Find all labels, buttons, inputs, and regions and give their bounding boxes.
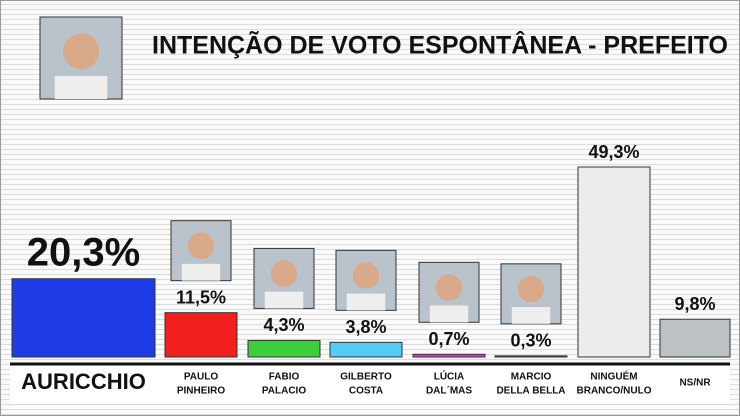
bar (494, 355, 568, 358)
x-tick-label: PINHEIRO (177, 386, 226, 397)
bar (164, 312, 238, 358)
value-label: 0,3% (510, 331, 551, 351)
x-tick-label: NINGUÉM (590, 370, 637, 383)
bar (577, 166, 651, 358)
bar (11, 278, 156, 358)
x-tick-label: DELLA BELLA (496, 386, 565, 397)
x-tick-label: MARCIO (511, 372, 552, 383)
x-tick-label: PAULO (184, 372, 218, 383)
x-tick-label: LÚCIA (434, 370, 465, 383)
photo-head (62, 33, 100, 70)
photo-head (270, 260, 298, 287)
photo-body (511, 307, 551, 324)
x-tick-label: BRANCO/NULO (577, 386, 652, 397)
photo-head (187, 232, 215, 260)
photo-body (181, 263, 221, 281)
value-label: 20,3% (27, 230, 140, 274)
value-label: 11,5% (176, 287, 226, 307)
chart-title: INTENÇÃO DE VOTO ESPONTÂNEA - PREFEITO (152, 30, 728, 60)
photo-head (435, 274, 463, 301)
value-label: 0,7% (428, 329, 469, 349)
x-tick-label: GILBERTO (340, 372, 392, 383)
bar (412, 353, 486, 358)
bar (659, 318, 731, 358)
x-tick-label: AURICCHIO (21, 369, 146, 394)
x-tick-label: PALACIO (262, 386, 306, 397)
x-tick-label: COSTA (349, 386, 383, 397)
value-label: 4,3% (263, 315, 304, 335)
photo-body (429, 305, 469, 323)
label-band (10, 364, 730, 404)
bar (247, 339, 321, 358)
x-tick-label: DAL´MAS (426, 386, 472, 397)
photo-body (346, 293, 386, 311)
x-tick-label: NS/NR (679, 378, 711, 389)
photo-body (264, 291, 304, 309)
photo-head (517, 275, 545, 303)
value-label: 3,8% (345, 317, 386, 337)
x-tick-label: FABIO (269, 372, 300, 383)
photo-body (54, 76, 108, 99)
value-label: 9,8% (674, 294, 715, 314)
value-label: 49,3% (588, 142, 639, 162)
photo-head (352, 262, 380, 289)
bar (329, 341, 403, 358)
